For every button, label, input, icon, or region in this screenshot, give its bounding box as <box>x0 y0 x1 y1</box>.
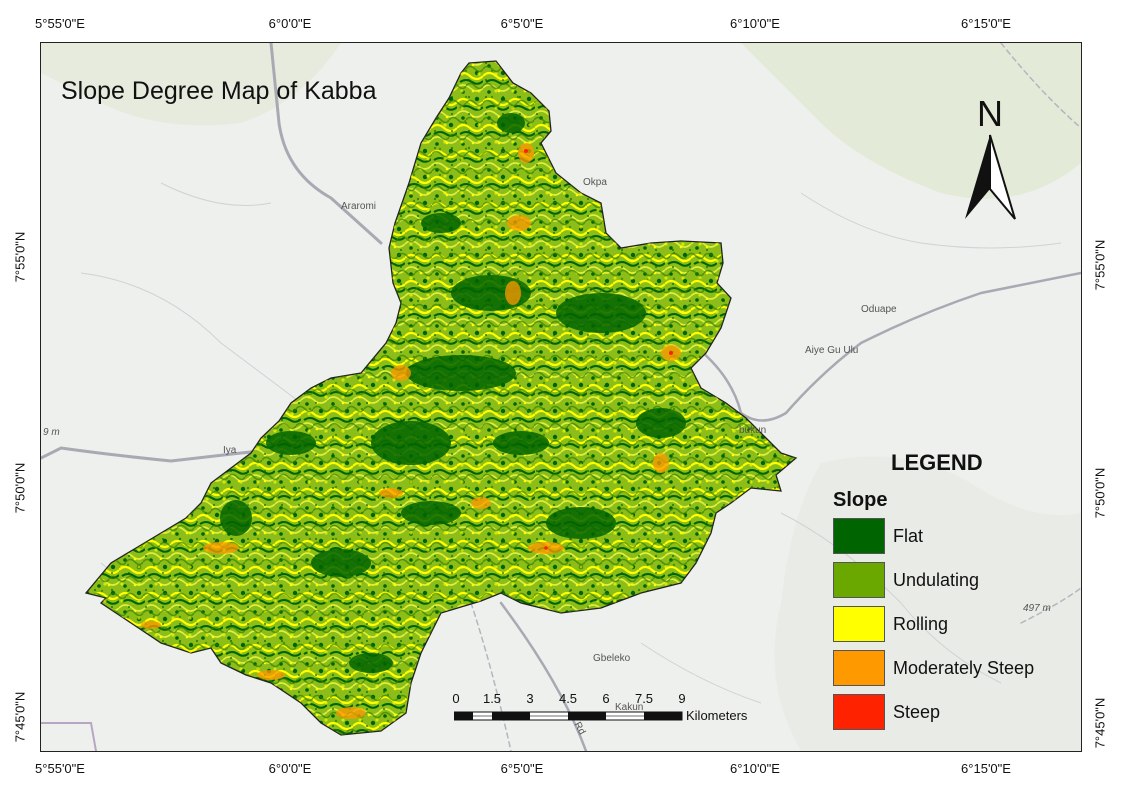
legend-label: Steep <box>893 701 941 722</box>
place-label-gbeleko: Gbeleko <box>593 653 631 664</box>
graticule-right-label: 7°55'0"N <box>1086 220 1114 310</box>
flat-zones <box>220 113 686 673</box>
steep-zones <box>524 149 673 550</box>
graticule-right-text: 7°50'0"N <box>1092 467 1108 519</box>
map-canvas[interactable] <box>41 43 1081 751</box>
legend-item-rolling: Rolling <box>833 605 948 643</box>
legend-swatch <box>833 518 885 554</box>
graticule-left-label: 7°55'0"N <box>6 212 34 302</box>
graticule-bottom-label: 6°10'0"E <box>730 761 780 776</box>
scale-bar-label: 7.5 <box>634 691 654 706</box>
place-label-araromi: Araromi <box>341 201 377 212</box>
place-label-okpa: Okpa <box>583 177 607 188</box>
scale-bar-graphic <box>454 711 683 721</box>
graticule-top-label: 6°15'0"E <box>961 16 1011 31</box>
place-label-oduape: Oduape <box>861 304 897 315</box>
road-network <box>41 43 1081 751</box>
north-arrow-letter: N <box>977 93 1003 134</box>
graticule-top-label: 6°5'0"E <box>500 16 544 31</box>
graticule-left-label: 7°45'0"N <box>6 672 34 762</box>
map-title: Slope Degree Map of Kabba <box>61 77 377 105</box>
scale-bar-units: Kilometers <box>686 708 748 723</box>
graticule-top-label: 6°0'0"E <box>268 16 312 31</box>
legend-swatch <box>833 562 885 598</box>
elevation-label: 497 m <box>1023 603 1051 614</box>
graticule-left-text: 7°45'0"N <box>12 691 28 743</box>
legend-label: Flat <box>893 525 924 546</box>
north-arrow-icon <box>965 134 1016 220</box>
scale-bar-label: 3 <box>526 691 534 706</box>
legend-item-steep: Steep <box>833 693 940 731</box>
place-label-aiye-gu-ulu: Aiye Gu Ulu <box>805 345 859 356</box>
legend-item-undulating: Undulating <box>833 561 979 599</box>
scale-bar-label: 6 <box>602 691 610 706</box>
graticule-bottom-label: 5°55'0"E <box>35 761 85 776</box>
legend-label: Rolling <box>893 613 949 634</box>
graticule-bottom-label: 6°15'0"E <box>961 761 1011 776</box>
legend-label: Undulating <box>893 569 980 590</box>
graticule-top-label: 6°10'0"E <box>730 16 780 31</box>
place-label-bukun: bukun <box>739 425 767 436</box>
place-label-iya: Iya <box>223 445 237 456</box>
legend-subtitle: Slope <box>833 489 888 511</box>
graticule-right-label: 7°45'0"N <box>1086 678 1114 768</box>
scale-bar-label: 1.5 <box>482 691 502 706</box>
legend-item-flat: Flat <box>833 517 923 555</box>
scale-bar-label: 4.5 <box>558 691 578 706</box>
legend-title: LEGEND <box>891 450 983 475</box>
legend-swatch <box>833 650 885 686</box>
north-arrow: N <box>959 93 1021 223</box>
relief-area <box>41 43 341 126</box>
scale-bar-label: 0 <box>452 691 460 706</box>
graticule-right-text: 7°45'0"N <box>1092 697 1108 749</box>
graticule-left-text: 7°50'0"N <box>12 462 28 514</box>
slope-texture-overlay <box>86 61 796 735</box>
graticule-left-label: 7°50'0"N <box>6 443 34 533</box>
legend-swatch <box>833 694 885 730</box>
scale-bar-label: 9 <box>678 691 686 706</box>
minor-streets <box>80 182 1062 704</box>
map-frame[interactable]: Araromi Okpa Oduape Aiye Gu Ulu Iya buku… <box>40 42 1082 752</box>
graticule-bottom-label: 6°0'0"E <box>268 761 312 776</box>
graticule-right-text: 7°55'0"N <box>1092 239 1108 291</box>
graticule-right-label: 7°50'0"N <box>1086 448 1114 538</box>
legend-item-moderately-steep: Moderately Steep <box>833 649 1034 687</box>
graticule-bottom-label: 6°5'0"E <box>500 761 544 776</box>
place-label-kakun: Kakun <box>615 702 644 713</box>
legend-swatch <box>833 606 885 642</box>
scale-bar: 0 1.5 3 4.5 6 7.5 9 Kilometers <box>452 691 774 731</box>
legend-label: Moderately Steep <box>893 657 1035 678</box>
graticule-top-label: 5°55'0"E <box>35 16 85 31</box>
graticule-left-text: 7°55'0"N <box>12 231 28 283</box>
elevation-label: 9 m <box>43 427 60 438</box>
